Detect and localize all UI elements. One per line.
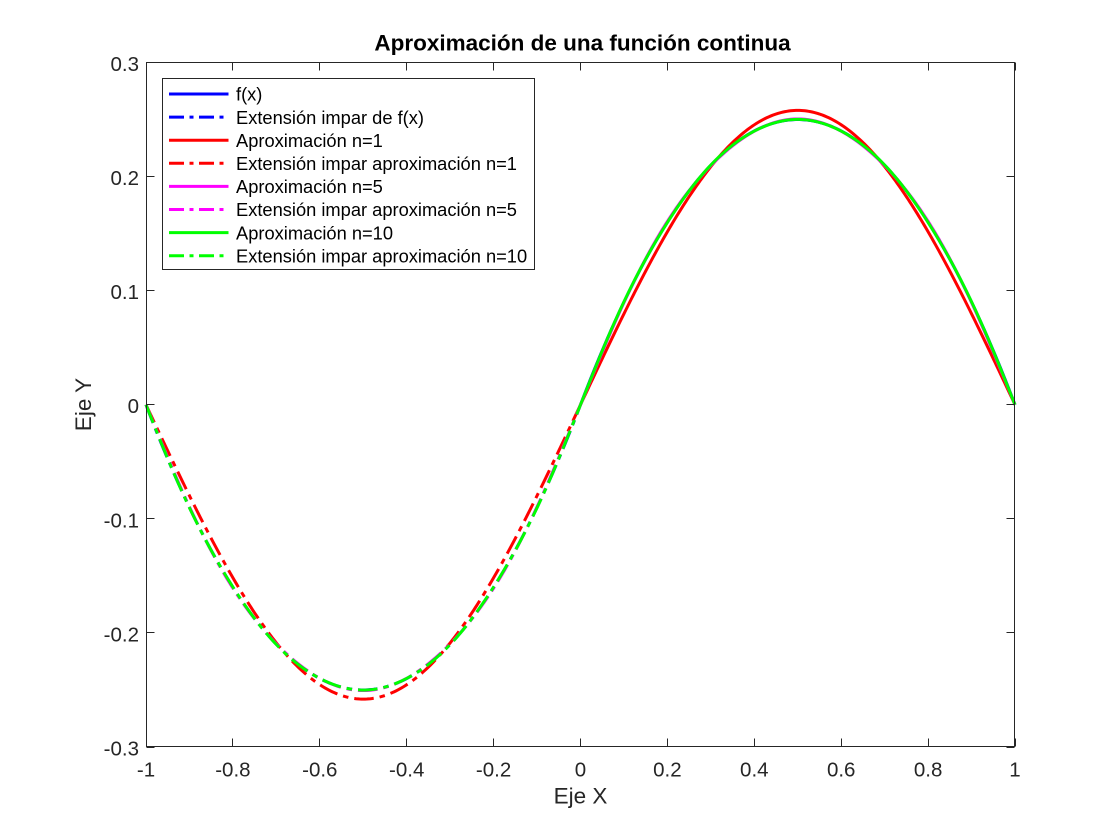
svg-text:0.3: 0.3 [111,53,140,76]
svg-text:0.1: 0.1 [111,281,140,304]
svg-text:-0.1: -0.1 [104,509,139,532]
svg-text:0.6: 0.6 [827,759,856,782]
svg-text:-0.2: -0.2 [104,623,139,646]
svg-text:-0.6: -0.6 [302,759,337,782]
svg-text:0: 0 [575,759,586,782]
svg-text:Eje X: Eje X [554,784,608,809]
svg-text:Aproximación de una función co: Aproximación de una función continua [374,31,791,56]
svg-text:Aproximación n=1: Aproximación n=1 [236,130,383,151]
svg-text:-0.8: -0.8 [215,759,250,782]
svg-text:Extensión impar de f(x): Extensión impar de f(x) [236,107,424,128]
svg-text:f(x): f(x) [236,84,262,105]
svg-text:Extensión impar aproximación n: Extensión impar aproximación n=5 [236,199,517,220]
svg-text:0.4: 0.4 [740,759,769,782]
svg-text:-0.4: -0.4 [389,759,424,782]
svg-text:0.2: 0.2 [653,759,682,782]
svg-text:0.8: 0.8 [914,759,943,782]
svg-text:-0.3: -0.3 [104,738,139,761]
svg-text:-0.2: -0.2 [476,759,511,782]
svg-text:Extensión impar aproximación n: Extensión impar aproximación n=1 [236,153,517,174]
svg-text:0.2: 0.2 [111,167,140,190]
svg-text:-1: -1 [137,759,155,782]
svg-text:Extensión impar aproximación n: Extensión impar aproximación n=10 [236,245,527,266]
svg-text:Eje Y: Eje Y [71,378,96,431]
svg-text:1: 1 [1009,759,1020,782]
svg-text:0: 0 [128,395,139,418]
svg-text:Aproximación n=5: Aproximación n=5 [236,176,383,197]
svg-text:Aproximación n=10: Aproximación n=10 [236,222,393,243]
